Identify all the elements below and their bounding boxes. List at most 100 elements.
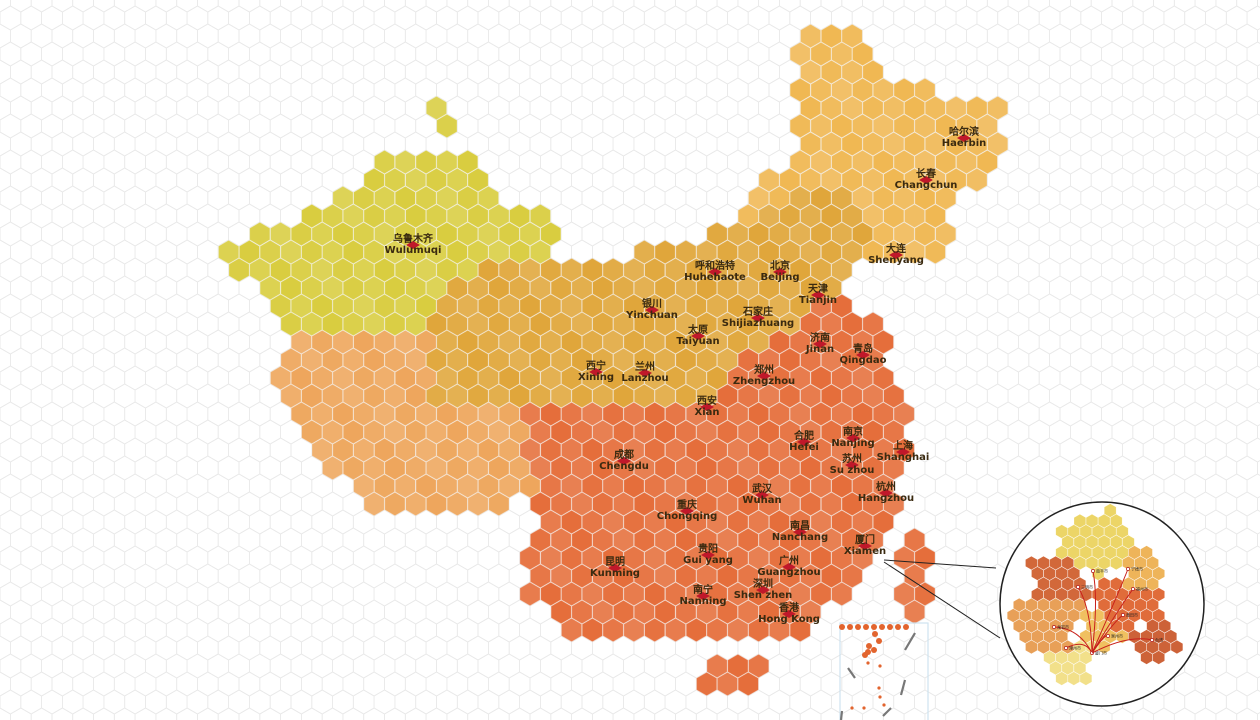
city-label[interactable]: 西宁 Xining [578,361,614,383]
city-label[interactable]: 乌鲁木齐 Wulumuqi [385,234,442,256]
city-label[interactable]: 郑州 Zhengzhou [733,365,795,387]
city-label[interactable]: 重庆 Chongqing [657,500,717,522]
grid-hex [882,635,905,661]
city-label[interactable]: 太原 Taiyuan [676,325,719,347]
city-label[interactable]: 大连 Shenyang [868,244,924,266]
region-hex [883,95,905,121]
grid-hex [1018,113,1040,139]
city-label[interactable]: 哈尔滨 Haerbin [942,127,987,149]
grid-hex [1049,0,1071,13]
grid-hex [124,185,146,211]
city-label[interactable]: 长春 Changchun [895,169,958,191]
inset-hex [1134,576,1147,592]
grid-hex [1059,401,1082,427]
city-label[interactable]: 苏州 Su zhou [830,454,875,476]
grid-hex [643,689,666,715]
grid-hex [197,347,219,373]
city-label[interactable]: 厦门 Xiamen [844,535,886,557]
grid-hex [1246,77,1260,103]
city-label[interactable]: 香港 Hong Kong [758,603,820,625]
city-label[interactable]: 南京 Nanjing [831,427,874,449]
grid-hex [394,617,417,643]
grid-hex [1205,617,1227,643]
grid-hex [165,437,188,463]
grid-hex [134,563,157,589]
route-line [1091,638,1153,654]
city-label[interactable]: 北京 Beijing [761,261,800,283]
grid-hex [321,563,344,589]
grid-hex [124,509,146,535]
grid-hex [1236,635,1258,661]
region-hex [498,257,520,283]
city-label[interactable]: 济南 Jinan [806,333,834,355]
city-label[interactable]: 上海 Shanghai [877,441,930,463]
grid-hex [134,275,157,301]
city-label[interactable]: 西安 Xian [694,396,719,418]
grid-hex [113,275,136,301]
grid-hex [966,239,988,265]
grid-hex [259,491,282,517]
grid-hex [1018,5,1040,31]
region-hex [602,581,624,607]
panel-dot [862,706,866,710]
grid-hex [1132,59,1154,85]
grid-hex [519,653,541,679]
region-hex [394,257,416,283]
city-label[interactable]: 兰州 Lanzhou [621,362,668,384]
city-label[interactable]: 呼和浩特 Huhehaote [684,261,746,283]
grid-hex [342,23,365,49]
city-label[interactable]: 银川 Yinchuan [626,299,678,321]
city-label[interactable]: 广州 Guangzhou [757,556,820,578]
grid-hex [1225,689,1248,715]
city-label[interactable]: 武汉 Wuhan [742,484,781,506]
grid-hex [1070,311,1092,337]
city-label[interactable]: 贵阳 Gui yang [683,544,733,566]
grid-hex [0,95,11,121]
grid-hex [1090,275,1113,301]
city-label[interactable]: 合肥 Hefei [789,431,819,453]
region-hex [633,599,655,625]
city-label[interactable]: 南宁 Nanning [679,585,726,607]
region-hex [789,149,811,175]
grid-hex [924,347,947,373]
grid-hex [1018,77,1040,103]
inset-hex [1061,660,1074,676]
grid-hex [581,149,604,175]
city-label[interactable]: 青岛 Qingdao [840,344,887,366]
grid-hex [207,617,230,643]
region-hex [727,329,749,355]
city-label[interactable]: 南昌 Nanchang [772,521,828,543]
city-label[interactable]: 石家庄 Shijiazhuang [722,307,794,329]
grid-hex [124,545,146,571]
grid-hex [72,95,94,121]
region-hex [270,365,292,391]
region-hex [789,509,811,535]
region-hex [685,509,707,535]
inset-city-label: 龙岩市 [1057,624,1069,630]
grid-hex [851,617,874,643]
grid-hex [1142,185,1165,211]
grid-hex [1173,167,1196,193]
city-marker-icon [755,586,770,594]
region-hex [841,131,863,157]
city-label[interactable]: 成都 Chengdu [599,450,649,472]
region-hex [467,167,489,193]
grid-hex [51,275,74,301]
grid-hex [966,347,988,373]
grid-hex [238,599,261,625]
grid-hex [124,689,146,715]
region-hex [696,383,718,409]
grid-hex [248,77,271,103]
grid-hex [1142,473,1165,499]
region-hex [519,473,541,499]
city-label[interactable]: 天津 Tianjin [799,284,837,306]
city-label[interactable]: 深圳 Shen zhen [734,579,793,601]
region-hex [831,437,853,463]
city-label[interactable]: 昆明 Kunming [590,557,640,579]
city-label[interactable]: 杭州 Hangzhou [858,482,914,504]
grid-hex [41,257,63,283]
region-hex [924,131,946,157]
region-hex [446,275,468,301]
region-hex [602,401,624,427]
grid-hex [1142,329,1165,355]
